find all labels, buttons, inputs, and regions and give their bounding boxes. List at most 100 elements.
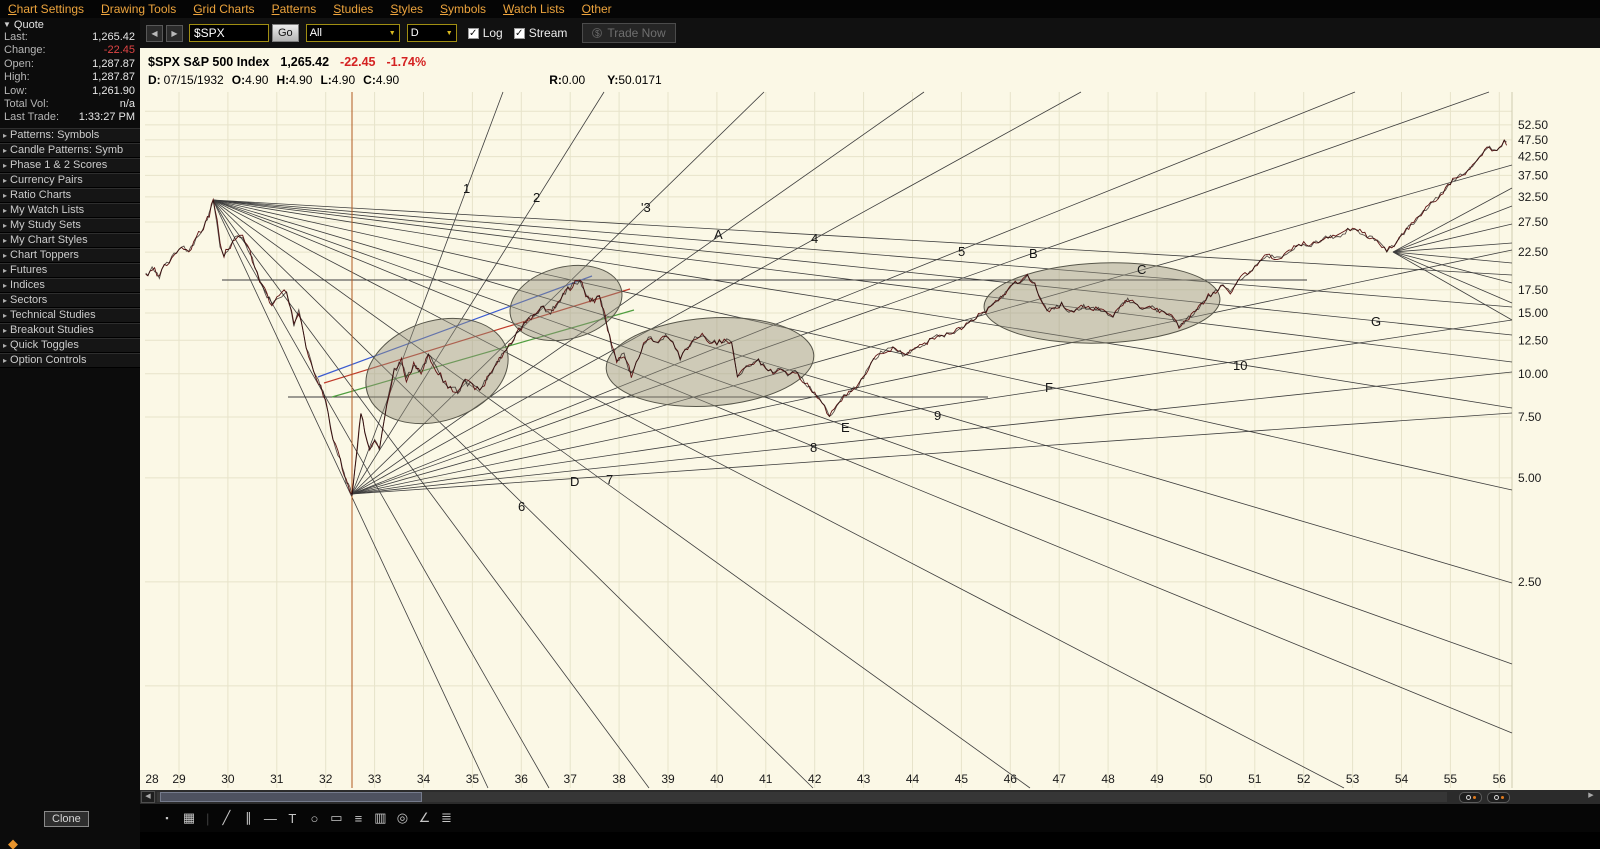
horizontal-line-tool-icon[interactable]: — xyxy=(263,810,277,826)
angle-tool-icon[interactable]: ∠ xyxy=(418,810,431,825)
svg-text:22.50: 22.50 xyxy=(1518,245,1548,259)
corner-badge-icon[interactable]: ◆ xyxy=(8,836,18,849)
svg-text:55: 55 xyxy=(1444,772,1458,786)
menu-item-other[interactable]: Other xyxy=(581,2,612,16)
sidebar-item-futures[interactable]: ▸ Futures xyxy=(0,262,140,278)
svg-text:A: A xyxy=(714,227,723,242)
scroll-left-arrow[interactable]: ◀ xyxy=(141,791,155,803)
svg-text:2.50: 2.50 xyxy=(1518,575,1542,589)
chart-header-line2: D: 07/15/1932 O:4.90 H:4.90 L:4.90 C:4.90 R:0.… xyxy=(148,73,662,87)
menu-item-studies[interactable]: Studies xyxy=(333,2,374,16)
expand-arrow-icon: ▸ xyxy=(3,325,8,335)
clone-button[interactable]: Clone xyxy=(44,811,89,827)
sidebar-item-quick-toggles[interactable]: ▸ Quick Toggles xyxy=(0,337,140,353)
trade-now-button[interactable]: $ Trade Now xyxy=(582,23,676,43)
sidebar-item-phase-1-2-scores[interactable]: ▸ Phase 1 & 2 Scores xyxy=(0,157,140,173)
collapse-arrow-icon: ▼ xyxy=(3,20,11,29)
blue-trendline[interactable] xyxy=(317,275,593,378)
zoom-tool-icon[interactable]: ◎ xyxy=(396,810,409,825)
svg-text:56: 56 xyxy=(1493,772,1507,786)
menu-item-grid-charts[interactable]: Grid Charts xyxy=(193,2,255,16)
red-trendline[interactable] xyxy=(323,288,631,384)
zoom-tool-button-1[interactable] xyxy=(1459,791,1482,803)
range-dropdown[interactable]: All ▼ xyxy=(305,24,400,42)
chart-scrollbar[interactable]: ◀ ▶ xyxy=(140,790,1600,804)
svg-text:51: 51 xyxy=(1248,772,1262,786)
scrollbar-thumb[interactable] xyxy=(160,792,422,802)
svg-text:4: 4 xyxy=(811,231,818,246)
fan-lines-1953[interactable] xyxy=(1392,187,1513,321)
menu-item-styles[interactable]: Styles xyxy=(390,2,424,16)
svg-text:52: 52 xyxy=(1297,772,1311,786)
sidebar-item-breakout-studies[interactable]: ▸ Breakout Studies xyxy=(0,322,140,338)
gann-fan-from-1932-bottom[interactable] xyxy=(351,91,1513,495)
ellipse-annotations[interactable] xyxy=(352,254,1221,441)
svg-text:7: 7 xyxy=(606,472,613,487)
list-tool-icon[interactable]: ≣ xyxy=(440,810,452,825)
chart-area[interactable]: 28 29 30 31 32 33 34 35 36 37 38 39 40 41 42 43 44 45 46 47… xyxy=(140,48,1600,790)
marker-tool-icon[interactable]: ▪ xyxy=(165,813,169,823)
parallel-lines-tool-icon[interactable]: ∥ xyxy=(245,810,252,825)
forward-button[interactable]: ▶ xyxy=(166,24,183,42)
price-chart[interactable]: 28 29 30 31 32 33 34 35 36 37 38 39 40 41 42 43 44 45 46 47… xyxy=(140,48,1600,790)
menu-item-patterns[interactable]: Patterns xyxy=(271,2,317,16)
svg-text:41: 41 xyxy=(759,772,773,786)
toolbar-divider: | xyxy=(206,810,210,826)
svg-text:8: 8 xyxy=(810,440,817,455)
menu-item-drawing-tools[interactable]: Drawing Tools xyxy=(101,2,177,16)
sidebar-item-patterns-symbols[interactable]: ▸ Patterns: Symbols xyxy=(0,127,140,143)
grid-view-icon[interactable]: ▦ xyxy=(182,810,196,825)
chart-point-labels[interactable]: 1 2 '3 A 4 5 B C G F 10 9 E 8 D 7 6 xyxy=(463,181,1381,514)
sidebar-item-technical-studies[interactable]: ▸ Technical Studies xyxy=(0,307,140,323)
sidebar-item-sectors[interactable]: ▸ Sectors xyxy=(0,292,140,308)
sidebar-item-candle-patterns-symb[interactable]: ▸ Candle Patterns: Symb xyxy=(0,142,140,158)
drawing-toolbar: ▪ ▦ | ╱ ∥ — T ○ ▭ ≡ ▥ ◎ ∠ ≣ xyxy=(140,804,1600,832)
menu-item-symbols[interactable]: Symbols xyxy=(440,2,487,16)
green-trendline[interactable] xyxy=(331,309,635,398)
trendline-annotations[interactable] xyxy=(222,275,1307,398)
svg-text:G: G xyxy=(1371,314,1381,329)
menu-bar: Chart Settings Drawing Tools Grid Charts Pa… xyxy=(0,0,1600,18)
svg-text:53: 53 xyxy=(1346,772,1360,786)
text-tool-icon[interactable]: T xyxy=(288,810,297,826)
scrollbar-track[interactable] xyxy=(157,792,1447,802)
stream-checkbox[interactable]: ✓ Stream xyxy=(513,26,567,40)
svg-text:44: 44 xyxy=(906,772,920,786)
sidebar-item-indices[interactable]: ▸ Indices xyxy=(0,277,140,293)
fibonacci-tool-icon[interactable]: ≡ xyxy=(354,810,363,826)
sidebar-item-chart-toppers[interactable]: ▸ Chart Toppers xyxy=(0,247,140,263)
back-button[interactable]: ◀ xyxy=(146,24,163,42)
svg-text:27.50: 27.50 xyxy=(1518,215,1548,229)
sidebar-item-my-chart-styles[interactable]: ▸ My Chart Styles xyxy=(0,232,140,248)
ring-icon xyxy=(1493,794,1499,800)
vertical-bars-tool-icon[interactable]: ▥ xyxy=(374,810,387,825)
y-label: Y: xyxy=(607,73,619,87)
menu-item-chart-settings[interactable]: Chart Settings xyxy=(8,2,85,16)
scroll-right-arrow[interactable]: ▶ xyxy=(1588,792,1594,799)
symbol-input[interactable] xyxy=(189,24,269,42)
svg-text:2: 2 xyxy=(533,190,540,205)
menu-item-watch-lists[interactable]: Watch Lists xyxy=(503,2,565,16)
ring-icon xyxy=(1465,794,1471,800)
sidebar-item-option-controls[interactable]: ▸ Option Controls xyxy=(0,352,140,368)
sidebar-item-my-watch-lists[interactable]: ▸ My Watch Lists xyxy=(0,202,140,218)
checkbox-check-icon: ✓ xyxy=(513,27,525,39)
ellipse-tool-icon[interactable]: ○ xyxy=(310,810,319,826)
expand-arrow-icon: ▸ xyxy=(3,145,8,155)
sidebar-item-ratio-charts[interactable]: ▸ Ratio Charts xyxy=(0,187,140,203)
gann-fan-from-1929-peak[interactable] xyxy=(212,199,1513,789)
open-label: O: xyxy=(231,73,246,87)
trendline-tool-icon[interactable]: ╱ xyxy=(222,810,231,825)
quote-panel-header[interactable]: ▼ Quote xyxy=(0,18,140,31)
go-button[interactable]: Go xyxy=(272,24,299,42)
expand-arrow-icon: ▸ xyxy=(3,355,8,365)
quote-panel: Last: 1,265.42 Change: -22.45 Open: 1,287.87 H… xyxy=(0,31,140,125)
period-dropdown[interactable]: D ▼ xyxy=(406,24,457,42)
sidebar-item-my-study-sets[interactable]: ▸ My Study Sets xyxy=(0,217,140,233)
zoom-tool-button-2[interactable] xyxy=(1487,791,1510,803)
sidebar-item-currency-pairs[interactable]: ▸ Currency Pairs xyxy=(0,172,140,188)
chart-header-line1: $SPX S&P 500 Index 1,265.42 -22.45 -1.74% xyxy=(148,55,437,69)
rectangle-tool-icon[interactable]: ▭ xyxy=(330,810,343,825)
axis-labels: 28 29 30 31 32 33 34 35 36 37 38 39 40 41 42 43 44 45 46 47… xyxy=(145,118,1548,786)
log-checkbox[interactable]: ✓ Log xyxy=(467,26,503,40)
